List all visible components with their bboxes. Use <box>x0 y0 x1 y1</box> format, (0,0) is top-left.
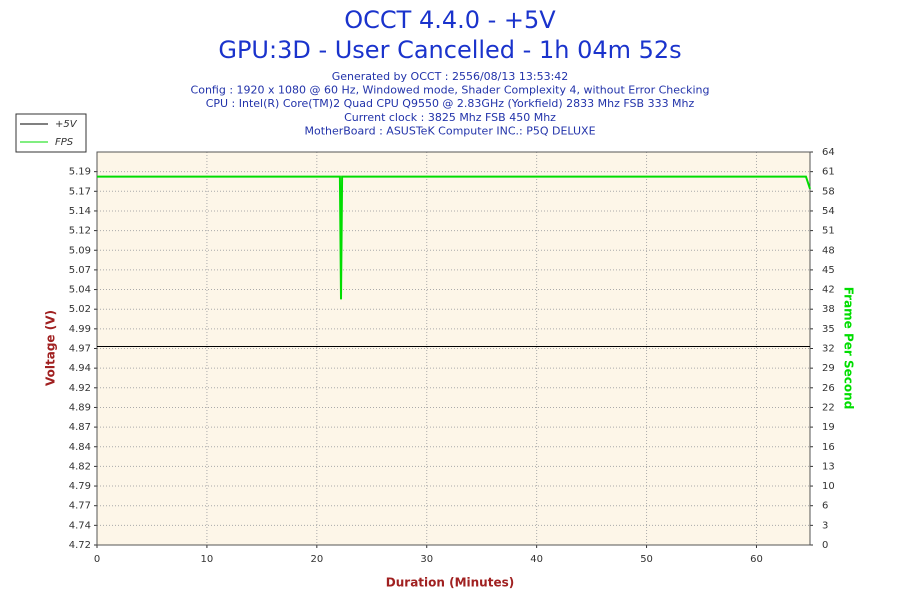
info-line: Generated by OCCT : 2556/08/13 13:53:42 <box>332 70 569 83</box>
plot-border <box>96 151 811 546</box>
info-line: Current clock : 3825 Mhz FSB 450 Mhz <box>344 111 556 124</box>
y2-tick-label: 51 <box>822 226 835 237</box>
chart-title: OCCT 4.4.0 - +5V <box>344 6 556 34</box>
y-tick-label: 5.07 <box>69 265 91 276</box>
y2-tick-label: 16 <box>822 442 835 453</box>
y-tick-label: 5.19 <box>69 167 91 178</box>
y2-tick-label: 3 <box>822 520 828 531</box>
y2-tick-label: 38 <box>822 304 835 315</box>
y-tick-label: 4.99 <box>69 324 91 335</box>
y2-tick-label: 6 <box>822 501 828 512</box>
y2-tick-label: 61 <box>822 167 835 178</box>
info-line: Config : 1920 x 1080 @ 60 Hz, Windowed m… <box>191 84 710 97</box>
y2-tick-label: 22 <box>822 402 835 413</box>
info-line: CPU : Intel(R) Core(TM)2 Quad CPU Q9550 … <box>206 97 695 110</box>
y-tick-label: 4.84 <box>69 442 91 453</box>
y-tick-label: 5.04 <box>69 285 91 296</box>
y-tick-label: 4.94 <box>69 363 91 374</box>
y2-tick-label: 26 <box>822 383 835 394</box>
y-axis-label: Voltage (V) <box>44 310 58 386</box>
y2-tick-label: 29 <box>822 363 835 374</box>
x-tick-label: 60 <box>750 554 763 565</box>
x-tick-label: 20 <box>310 554 323 565</box>
y2-tick-label: 0 <box>822 540 828 551</box>
y-tick-label: 4.87 <box>69 422 91 433</box>
y2-tick-label: 45 <box>822 265 835 276</box>
y-tick-label: 5.02 <box>69 304 91 315</box>
y-tick-label: 4.74 <box>69 520 91 531</box>
y2-tick-label: 35 <box>822 324 835 335</box>
legend-label: FPS <box>55 137 74 148</box>
series-line <box>97 175 811 300</box>
y-tick-label: 5.12 <box>69 226 91 237</box>
legend-label: +5V <box>55 119 78 130</box>
x-tick-label: 10 <box>201 554 214 565</box>
x-tick-label: 30 <box>420 554 433 565</box>
y-tick-label: 4.82 <box>69 461 91 472</box>
y2-tick-label: 32 <box>822 344 835 355</box>
y-tick-label: 5.17 <box>69 186 91 197</box>
x-axis-label: Duration (Minutes) <box>386 576 514 590</box>
y-tick-label: 4.89 <box>69 402 91 413</box>
y2-tick-label: 48 <box>822 245 835 256</box>
y2-tick-label: 42 <box>822 285 835 296</box>
x-tick-label: 0 <box>94 554 100 565</box>
y-tick-label: 5.09 <box>69 245 91 256</box>
y2-axis-label: Frame Per Second <box>842 287 856 410</box>
y2-tick-label: 19 <box>822 422 835 433</box>
x-tick-label: 50 <box>640 554 653 565</box>
info-line: MotherBoard : ASUSTeK Computer INC.: P5Q… <box>304 124 595 137</box>
y2-tick-label: 58 <box>822 186 835 197</box>
y2-tick-label: 64 <box>822 147 835 158</box>
y2-tick-label: 54 <box>822 206 835 217</box>
chart-subtitle: GPU:3D - User Cancelled - 1h 04m 52s <box>218 36 681 64</box>
x-tick-label: 40 <box>530 554 543 565</box>
y2-tick-label: 10 <box>822 481 835 492</box>
y-tick-label: 4.79 <box>69 481 91 492</box>
legend-box <box>15 113 87 153</box>
y-tick-label: 4.72 <box>69 540 91 551</box>
y-tick-label: 4.97 <box>69 344 91 355</box>
y-tick-label: 4.77 <box>69 501 91 512</box>
y-tick-label: 5.14 <box>69 206 91 217</box>
y2-tick-label: 13 <box>822 461 835 472</box>
y-tick-label: 4.92 <box>69 383 91 394</box>
